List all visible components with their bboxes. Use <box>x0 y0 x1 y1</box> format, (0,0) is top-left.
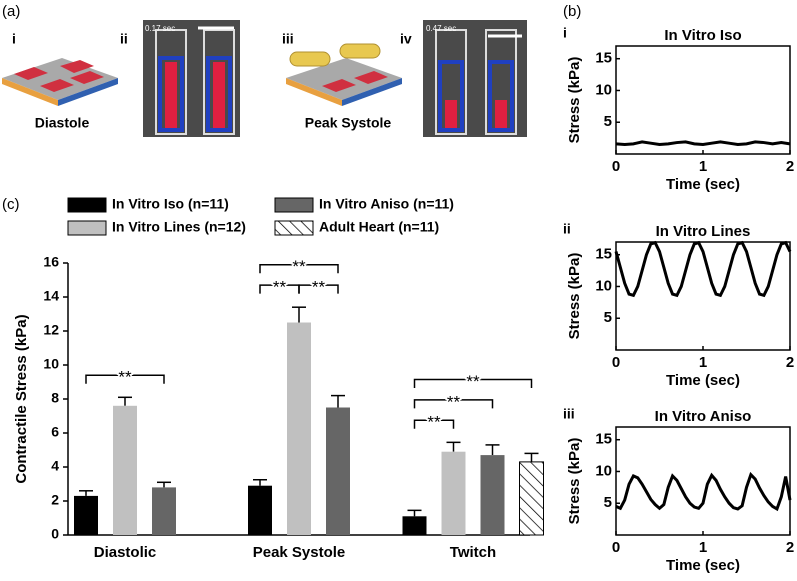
significance-bracket <box>298 284 339 294</box>
panel-label: ii <box>563 221 571 237</box>
chart-title: In Vitro Lines <box>656 223 751 240</box>
panel-label: i <box>563 25 567 41</box>
x-axis-label: Time (sec) <box>666 372 740 389</box>
x-tick-label: 0 <box>612 539 620 556</box>
significance-label: ** <box>466 372 480 391</box>
significance-bracket <box>413 399 494 409</box>
bar <box>287 322 311 535</box>
bar <box>519 461 544 536</box>
x-tick-label: 1 <box>699 539 707 556</box>
x-tick-label: Peak Systole <box>253 544 346 561</box>
y-tick-label: 4 <box>51 458 59 474</box>
significance-label: ** <box>273 278 287 297</box>
significance-label: ** <box>427 413 441 432</box>
x-tick-label: 0 <box>612 158 620 175</box>
legend-swatch <box>67 197 107 213</box>
bar <box>248 485 272 535</box>
bar <box>402 516 427 535</box>
caption: Diastole <box>35 115 90 131</box>
legend-label: In Vitro Aniso (n=11) <box>319 196 454 212</box>
data-line <box>614 240 792 298</box>
significance-bracket <box>259 263 339 274</box>
x-tick-label: Diastolic <box>94 544 157 561</box>
y-tick-label: 15 <box>595 246 612 263</box>
x-axis-label: Time (sec) <box>666 176 740 193</box>
significance-label: ** <box>118 368 132 387</box>
sub-label: ii <box>120 31 128 47</box>
bar <box>74 495 98 535</box>
panel-label: (b) <box>563 3 581 20</box>
caption: Peak Systole <box>305 115 392 131</box>
y-tick-label: 16 <box>43 254 59 270</box>
time-label: 0.47 sec <box>426 24 456 33</box>
y-axis-label: Contractile Stress (kPa) <box>13 314 30 483</box>
significance-label: ** <box>312 278 326 297</box>
x-axis-label: Time (sec) <box>666 557 740 574</box>
data-line <box>615 471 792 512</box>
x-tick-label: Twitch <box>450 544 496 561</box>
panel-label: iii <box>563 406 575 422</box>
bar <box>152 487 176 535</box>
significance-label: ** <box>447 392 461 411</box>
y-tick-label: 14 <box>43 288 59 304</box>
legend-swatch <box>274 220 314 236</box>
legend-label: In Vitro Iso (n=11) <box>112 196 229 212</box>
y-axis-label: Stress (kPa) <box>566 253 583 340</box>
y-tick-label: 5 <box>604 309 612 326</box>
plot-frame <box>615 426 791 536</box>
x-tick-label: 2 <box>786 539 794 556</box>
x-tick-label: 2 <box>786 354 794 371</box>
time-label: 0.17 sec <box>145 24 175 33</box>
chip-diastole <box>2 58 118 106</box>
chart-title: In Vitro Aniso <box>655 408 752 425</box>
sub-label: iv <box>400 31 412 47</box>
plot-frame <box>615 45 791 155</box>
chart-title: In Vitro Iso <box>664 27 741 44</box>
significance-bracket <box>413 419 455 429</box>
y-tick-label: 15 <box>595 50 612 67</box>
y-axis-label: Stress (kPa) <box>566 438 583 525</box>
significance-label: ** <box>292 257 306 276</box>
x-tick-label: 1 <box>699 158 707 175</box>
y-tick-label: 12 <box>43 322 59 338</box>
significance-bracket <box>413 378 533 388</box>
bar <box>326 407 350 535</box>
chip-systole <box>286 43 402 106</box>
bar <box>113 405 137 535</box>
y-tick-label: 6 <box>51 424 59 440</box>
y-tick-label: 8 <box>51 390 59 406</box>
legend-swatch <box>274 197 314 213</box>
legend-label: In Vitro Lines (n=12) <box>112 219 246 235</box>
y-tick-label: 10 <box>595 81 612 98</box>
y-tick-label: 10 <box>595 462 612 479</box>
x-tick-label: 1 <box>699 354 707 371</box>
y-tick-label: 15 <box>595 431 612 448</box>
y-axis-label: Stress (kPa) <box>566 57 583 144</box>
y-tick-label: 5 <box>604 494 612 511</box>
data-line <box>615 140 791 146</box>
y-tick-label: 10 <box>43 356 59 372</box>
x-tick-label: 0 <box>612 354 620 371</box>
sub-label: i <box>12 31 16 47</box>
y-tick-label: 5 <box>604 113 612 130</box>
sub-label: iii <box>282 31 294 47</box>
panel-label: (a) <box>2 3 20 20</box>
bar <box>441 451 466 535</box>
bar <box>480 455 505 535</box>
significance-bracket <box>85 374 165 384</box>
y-tick-label: 2 <box>51 492 59 508</box>
y-tick-label: 10 <box>595 277 612 294</box>
legend-label: Adult Heart (n=11) <box>319 219 439 235</box>
x-tick-label: 2 <box>786 158 794 175</box>
legend-swatch <box>67 220 107 236</box>
image-systole <box>423 20 527 137</box>
y-tick-label: 0 <box>51 526 59 542</box>
panel-label: (c) <box>2 196 20 213</box>
image-diastole <box>143 20 240 137</box>
